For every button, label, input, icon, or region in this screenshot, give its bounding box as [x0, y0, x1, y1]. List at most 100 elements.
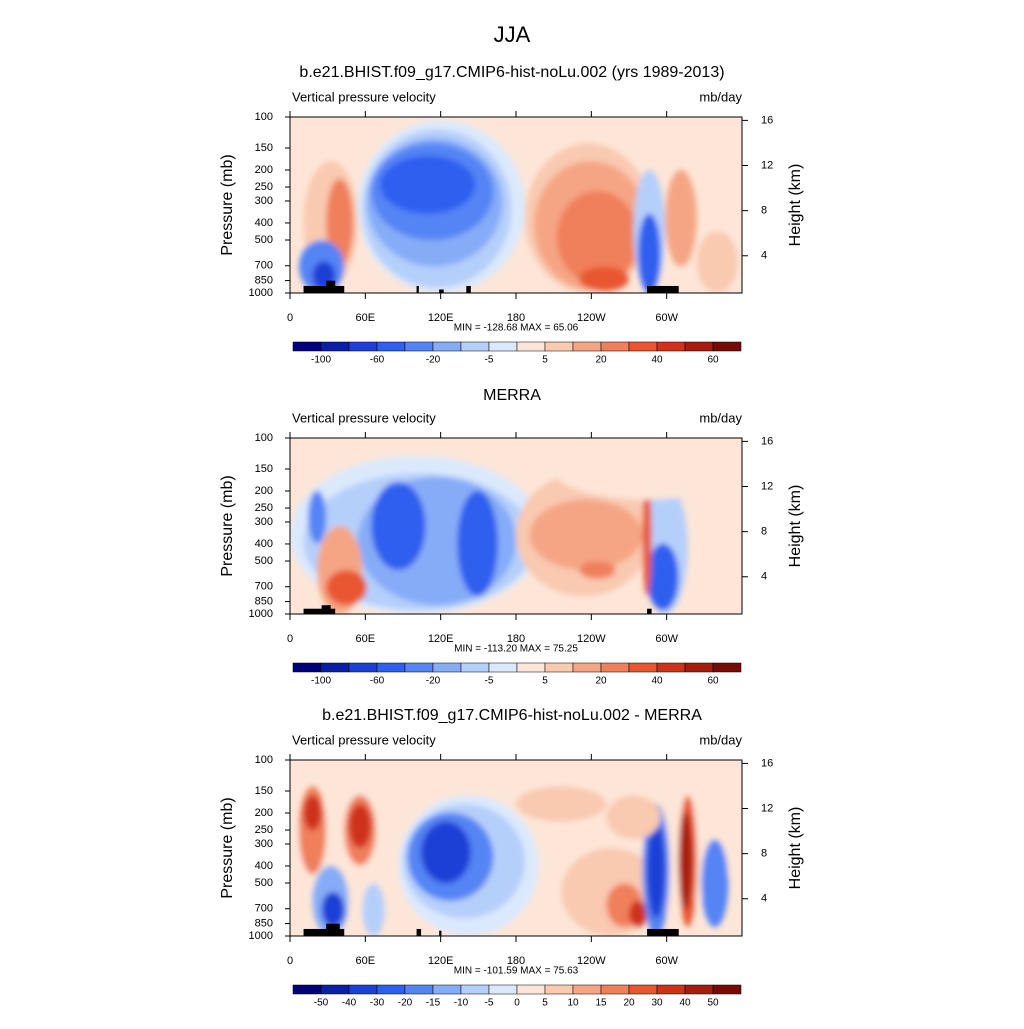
colorbar-label: -50 — [314, 998, 329, 1009]
y-tick-label: 500 — [255, 877, 273, 889]
y2-tick-label: 8 — [761, 526, 767, 538]
y2-tick-label: 12 — [761, 480, 773, 492]
y-tick-label: 150 — [255, 785, 273, 797]
colorbar-box — [600, 662, 630, 673]
colorbar-label: -5 — [485, 998, 494, 1009]
colorbar-box — [488, 984, 518, 995]
y2-tick-label: 8 — [761, 848, 767, 860]
panel-title: MERRA — [483, 387, 541, 404]
terrain — [303, 928, 345, 936]
y-tick-label: 1000 — [249, 287, 273, 299]
y-tick-label: 1000 — [249, 608, 273, 620]
terrain — [303, 285, 345, 293]
colorbar-label: -5 — [485, 676, 494, 687]
colorbar-label: 40 — [651, 676, 663, 687]
x-tick-label: 60W — [655, 955, 678, 967]
colorbar-box — [376, 984, 406, 995]
colorbar-box — [600, 341, 630, 352]
colorbar-label: -20 — [426, 355, 441, 366]
colorbar-box — [376, 341, 406, 352]
contour-fill — [321, 892, 345, 928]
contour-fill — [629, 900, 648, 928]
colorbar-label: -60 — [370, 355, 385, 366]
colorbar-label: -100 — [311, 355, 331, 366]
panel-title: b.e21.BHIST.f09_g17.CMIP6-hist-noLu.002 … — [322, 707, 702, 724]
contour-fill — [665, 169, 697, 267]
y-tick-label: 100 — [255, 754, 273, 766]
y-tick-label: 700 — [255, 903, 273, 915]
contour-fill — [606, 795, 661, 840]
x-tick-label: 120W — [577, 955, 606, 967]
colorbar-box — [544, 984, 574, 995]
contour-fill — [552, 438, 742, 500]
terrain — [416, 285, 419, 293]
terrain — [416, 928, 422, 936]
y-tick-label: 100 — [255, 111, 273, 123]
contour-fill — [348, 804, 372, 848]
colorbar-label: 40 — [679, 998, 691, 1009]
colorbar-box — [684, 984, 714, 995]
contour-fills — [290, 760, 742, 936]
x-tick-label: 120E — [428, 312, 454, 324]
y-tick-label: 300 — [255, 838, 273, 850]
colorbar-box — [432, 662, 462, 673]
left-label: Vertical pressure velocity — [292, 89, 436, 104]
colorbar-box — [516, 984, 546, 995]
colorbar-label: 60 — [707, 355, 719, 366]
colorbar-box — [292, 662, 322, 673]
y-tick-label: 1000 — [249, 930, 273, 942]
colorbar-box — [292, 341, 322, 352]
contour-fill — [556, 190, 639, 285]
y-axis-label: Pressure (mb) — [219, 475, 236, 576]
x-tick-label: 120W — [577, 312, 606, 324]
colorbar-label: 50 — [707, 998, 719, 1009]
contour-fill — [579, 266, 629, 292]
contour-fill — [421, 821, 471, 884]
contour-fill — [308, 490, 327, 544]
min-max-annotation: MIN = -128.68 MAX = 65.06 — [454, 323, 579, 334]
y2-tick-label: 8 — [761, 205, 767, 217]
terrain — [326, 923, 340, 936]
y-tick-label: 700 — [255, 260, 273, 272]
y2-axis-label: Height (km) — [787, 485, 804, 568]
colorbar-label: -10 — [454, 998, 469, 1009]
x-tick-label: 0 — [287, 955, 293, 967]
y-tick-label: 850 — [255, 274, 273, 286]
right-label: mb/day — [699, 89, 742, 104]
colorbar-label: -20 — [398, 998, 413, 1009]
colorbar-box — [488, 341, 518, 352]
colorbar-label: 60 — [707, 676, 719, 687]
contour-fill — [647, 821, 666, 919]
terrain — [321, 605, 331, 614]
colorbar-box — [376, 662, 406, 673]
colorbar-box — [712, 662, 742, 673]
y-tick-label: 500 — [255, 555, 273, 567]
colorbar-label: 40 — [651, 355, 663, 366]
colorbar-label: -60 — [370, 676, 385, 687]
colorbar-label: 20 — [595, 355, 607, 366]
left-label: Vertical pressure velocity — [292, 732, 436, 747]
panel: b.e21.BHIST.f09_g17.CMIP6-hist-noLu.002 … — [219, 707, 804, 1008]
x-tick-label: 180 — [507, 955, 525, 967]
y2-tick-label: 12 — [761, 802, 773, 814]
colorbar-box — [600, 984, 630, 995]
x-tick-label: 60W — [655, 633, 678, 645]
contour-field — [290, 760, 742, 936]
colorbar-box — [348, 341, 378, 352]
colorbar-box — [572, 984, 602, 995]
y2-tick-label: 4 — [761, 250, 767, 262]
x-tick-label: 180 — [507, 312, 525, 324]
colorbar-box — [544, 341, 574, 352]
colorbar-box — [348, 662, 378, 673]
colorbar-box — [320, 341, 350, 352]
y-tick-label: 100 — [255, 432, 273, 444]
colorbar-label: -20 — [426, 676, 441, 687]
contour-fill — [642, 476, 652, 597]
colorbar-label: -5 — [485, 355, 494, 366]
left-label: Vertical pressure velocity — [292, 410, 436, 425]
y-axis-label: Pressure (mb) — [219, 154, 236, 255]
colorbar-box — [572, 341, 602, 352]
colorbar-label: 20 — [595, 676, 607, 687]
y-tick-label: 200 — [255, 485, 273, 497]
contour-fill — [371, 482, 426, 570]
